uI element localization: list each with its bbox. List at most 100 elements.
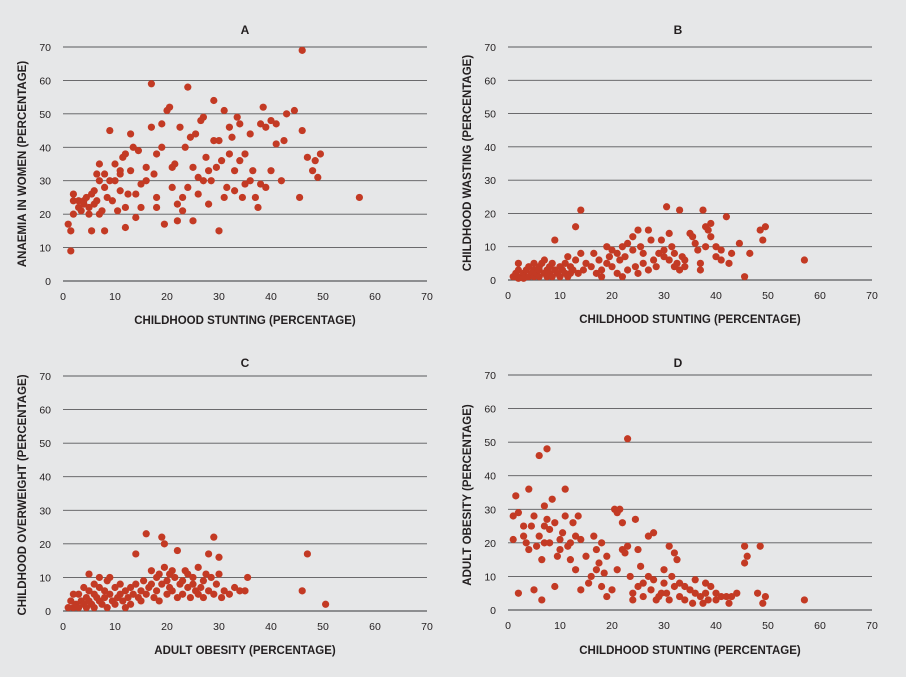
panel-a-point-128	[303, 153, 311, 161]
panel-a-point-74	[186, 133, 194, 141]
panel-b-y-tick-30: 30	[484, 175, 496, 187]
panel-d-point-54	[603, 592, 611, 601]
panel-c-y-tick-70: 70	[39, 371, 51, 383]
panel-b-point-50	[592, 269, 601, 277]
panel-d-point-111	[733, 589, 741, 597]
panel-d-x-tick-50: 50	[762, 620, 774, 632]
panel-b-point-83	[660, 253, 668, 261]
panel-a-point-13	[85, 210, 93, 218]
panel-d-point-19	[540, 502, 549, 510]
panel-d-title: D	[674, 356, 683, 370]
panel-d-point-30	[556, 545, 564, 554]
panel-b-point-115	[735, 239, 744, 247]
panel-d-point-64	[624, 435, 632, 443]
panel-b-point-58	[608, 246, 616, 254]
panel-c-x-tick-50: 50	[317, 621, 329, 633]
panel-b-point-108	[712, 243, 720, 251]
panel-c-point-94	[215, 553, 223, 561]
panel-b-y-tick-0: 0	[490, 275, 496, 287]
panel-b-point-117	[746, 249, 754, 257]
panel-d-point-52	[600, 569, 608, 577]
panel-d-point-18	[540, 522, 549, 530]
panel-b-y-tick-40: 40	[484, 142, 496, 154]
panel-a-point-28	[106, 126, 114, 135]
panel-d-point-9	[525, 485, 533, 493]
panel-a-point-39	[121, 223, 129, 232]
panel-d-y-tick-30: 30	[484, 504, 496, 516]
panel-a-x-tick-60: 60	[369, 291, 381, 303]
panel-a-point-4	[69, 197, 77, 205]
panel-d-x-tick-0: 0	[505, 620, 511, 632]
panel-a-point-40	[121, 203, 129, 212]
panel-c-point-22	[95, 573, 103, 582]
panel-a-point-130	[311, 157, 319, 165]
panel-b-point-101	[696, 259, 705, 267]
panel-d-point-118	[761, 592, 770, 601]
panel-a-x-tick-40: 40	[265, 291, 277, 303]
panel-c-y-tick-50: 50	[39, 438, 51, 450]
panel-d-point-65	[626, 572, 634, 581]
panel-a-point-99	[231, 187, 239, 195]
panel-a-point-96	[225, 123, 233, 131]
panel-d-point-55	[608, 586, 616, 594]
panel-d-point-57	[613, 566, 621, 574]
panel-c-point-91	[210, 533, 218, 541]
panel-b-point-68	[629, 233, 637, 241]
panel-c-point-39	[124, 593, 132, 602]
panel-d-point-77	[650, 529, 658, 537]
panel-c-y-tick-0: 0	[45, 606, 51, 618]
panel-b-point-61	[616, 256, 624, 264]
panel-a-point-131	[314, 173, 322, 181]
panel-a-point-89	[212, 163, 220, 171]
panel-d-point-10	[527, 522, 536, 530]
panel-a-point-103	[236, 157, 244, 165]
panel-a-point-113	[257, 180, 265, 188]
panel-a-point-93	[220, 106, 228, 115]
panel-b-y-tick-50: 50	[484, 109, 496, 121]
panel-d-point-73	[639, 592, 647, 601]
panel-a-point-22	[95, 160, 103, 168]
panel-d-y-tick-20: 20	[484, 538, 496, 550]
panel-a-point-45	[132, 190, 140, 198]
panel-b-point-80	[655, 249, 663, 257]
panel-d-point-7	[522, 539, 530, 547]
panel-d-point-72	[639, 579, 647, 587]
panel-a-point-67	[173, 200, 181, 208]
panel-a-point-76	[189, 163, 197, 171]
panel-d-point-97	[691, 576, 699, 584]
panel-a-point-77	[192, 130, 200, 138]
panel-d-point-66	[629, 596, 637, 604]
panel-b-point-41	[572, 223, 580, 231]
panel-a-point-41	[124, 190, 132, 198]
panel-d-point-108	[722, 592, 731, 601]
panel-a-point-126	[298, 46, 306, 54]
panel-a-point-1	[67, 247, 75, 255]
panel-d-point-51	[598, 539, 606, 547]
panel-d-point-61	[618, 519, 627, 527]
panel-c-point-87	[202, 570, 210, 578]
panel-c-point-24	[101, 587, 109, 595]
panel-a-point-33	[114, 207, 122, 215]
panel-d-point-43	[582, 552, 590, 560]
panel-b-y-axis-title: CHILDHOOD WASTING (PERCENTAGE)	[462, 55, 474, 272]
panel-d-point-33	[561, 485, 569, 493]
panel-d-point-89	[670, 582, 679, 591]
panel-a-point-47	[134, 147, 142, 155]
panel-c-point-103	[298, 587, 306, 595]
panel-d-point-40	[574, 512, 582, 520]
panel-a-point-91	[215, 137, 223, 145]
panel-d-point-12	[530, 586, 538, 594]
panel-d-point-14	[535, 451, 543, 460]
panel-b-point-73	[639, 249, 647, 257]
panel-d-point-39	[572, 532, 580, 540]
panel-a-points	[64, 46, 363, 255]
panel-c-point-63	[163, 590, 171, 598]
panel-b-point-4	[514, 259, 523, 267]
panel-d-point-119	[800, 596, 809, 604]
panel-d-point-99	[696, 592, 705, 601]
panel-b-point-92	[676, 266, 684, 274]
panel-c-point-42	[129, 590, 137, 598]
panel-b-point-21	[540, 256, 549, 264]
panel-c-x-tick-20: 20	[161, 621, 173, 633]
panel-a-point-109	[249, 167, 257, 175]
